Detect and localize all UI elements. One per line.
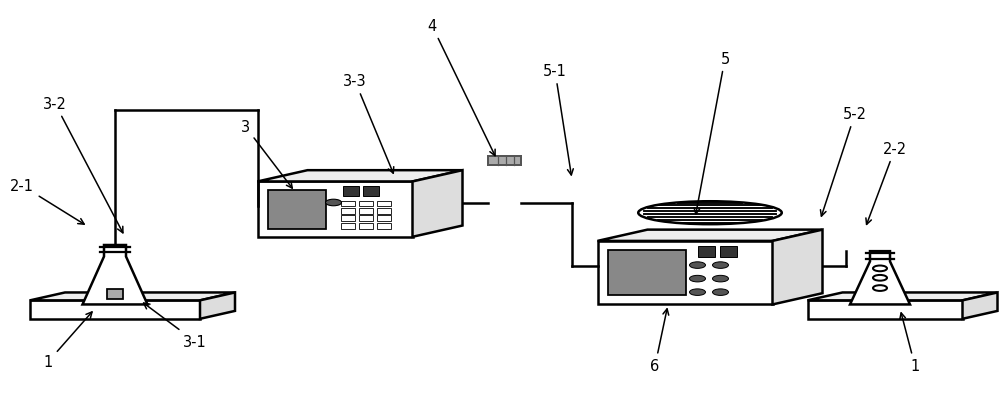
Polygon shape xyxy=(359,201,373,207)
Text: 1: 1 xyxy=(900,313,920,373)
Circle shape xyxy=(690,262,706,269)
Text: 3: 3 xyxy=(240,119,292,189)
Polygon shape xyxy=(359,223,373,229)
Circle shape xyxy=(690,276,706,282)
Polygon shape xyxy=(608,250,686,296)
Polygon shape xyxy=(30,301,200,319)
Polygon shape xyxy=(340,216,355,222)
Text: 5-2: 5-2 xyxy=(820,107,867,217)
Text: 1: 1 xyxy=(43,312,92,369)
Polygon shape xyxy=(808,293,998,301)
Polygon shape xyxy=(359,209,373,214)
Polygon shape xyxy=(342,186,359,196)
Circle shape xyxy=(712,262,728,269)
Polygon shape xyxy=(376,216,390,222)
Polygon shape xyxy=(359,216,373,222)
Text: 6: 6 xyxy=(650,309,669,373)
Polygon shape xyxy=(962,293,998,319)
Polygon shape xyxy=(773,230,823,305)
Polygon shape xyxy=(200,293,235,319)
Circle shape xyxy=(712,289,728,296)
Polygon shape xyxy=(82,245,148,305)
Circle shape xyxy=(712,276,728,282)
Polygon shape xyxy=(698,247,714,258)
Polygon shape xyxy=(340,201,355,207)
Polygon shape xyxy=(598,241,773,305)
Text: 4: 4 xyxy=(427,19,495,156)
Text: 3-2: 3-2 xyxy=(43,97,123,233)
Text: 3-3: 3-3 xyxy=(343,74,394,174)
Polygon shape xyxy=(413,171,462,237)
Text: 5: 5 xyxy=(694,52,730,214)
Text: 2-1: 2-1 xyxy=(10,179,84,225)
Polygon shape xyxy=(258,182,413,237)
Polygon shape xyxy=(30,293,235,301)
Polygon shape xyxy=(340,209,355,214)
Polygon shape xyxy=(340,223,355,229)
Polygon shape xyxy=(362,186,378,196)
Polygon shape xyxy=(376,223,390,229)
Text: 2-2: 2-2 xyxy=(866,142,907,225)
Polygon shape xyxy=(107,289,123,299)
Polygon shape xyxy=(720,247,736,258)
Polygon shape xyxy=(258,171,462,182)
Circle shape xyxy=(326,200,342,206)
Polygon shape xyxy=(598,230,823,241)
Polygon shape xyxy=(850,252,910,305)
Text: 5-1: 5-1 xyxy=(543,64,573,175)
Polygon shape xyxy=(268,190,326,229)
Text: 3-1: 3-1 xyxy=(144,303,207,349)
Polygon shape xyxy=(488,157,521,166)
Polygon shape xyxy=(376,209,390,214)
Polygon shape xyxy=(808,301,962,319)
Polygon shape xyxy=(376,201,390,207)
Circle shape xyxy=(690,289,706,296)
